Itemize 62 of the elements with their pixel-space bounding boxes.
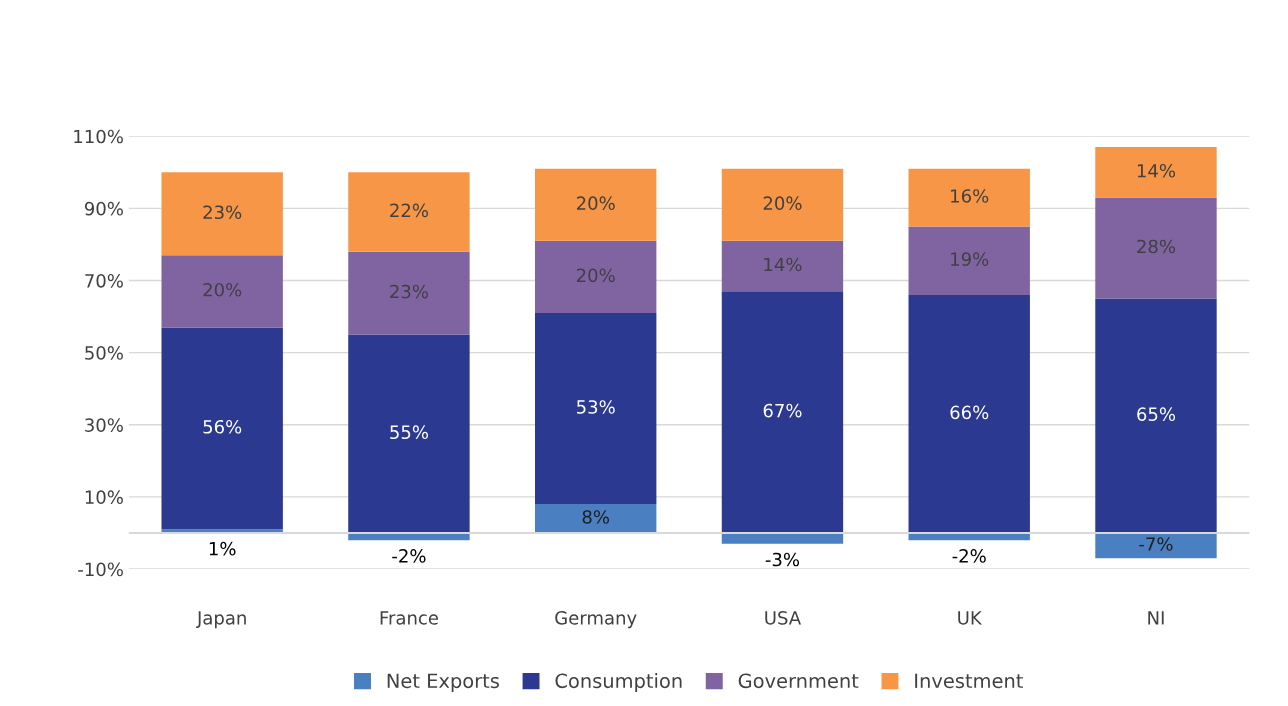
data-label: 20% — [576, 268, 615, 283]
bar — [1095, 147, 1217, 198]
bar — [348, 172, 470, 252]
bar — [535, 504, 657, 533]
y-tick-label: 110% — [74, 129, 123, 144]
data-label: 23% — [390, 284, 429, 299]
y-tick-label: 10% — [85, 490, 123, 505]
bar — [348, 251, 470, 335]
x-tick-label: NI — [1148, 611, 1164, 625]
data-label: 56% — [203, 419, 242, 434]
data-label: 20% — [203, 282, 242, 297]
y-tick-label: 90% — [84, 201, 123, 216]
bar — [535, 240, 657, 313]
legend-label: Consumption — [555, 673, 682, 692]
bar — [721, 240, 844, 292]
data-label: 23% — [203, 205, 242, 220]
bar — [1095, 298, 1217, 533]
x-tick-label: Germany — [555, 611, 637, 629]
data-label: -2% — [952, 549, 986, 563]
bar — [535, 312, 657, 505]
data-label: 8% — [582, 510, 610, 524]
data-label: 20% — [763, 196, 802, 211]
data-label: -2% — [392, 549, 426, 563]
data-label: 53% — [577, 400, 615, 414]
bar — [1095, 197, 1217, 299]
data-label: 14% — [764, 257, 802, 272]
bar — [161, 327, 283, 530]
data-label: 67% — [763, 403, 802, 418]
bar — [908, 294, 1030, 533]
bar — [1095, 532, 1217, 559]
y-tick-label: 70% — [85, 273, 123, 288]
legend-label: Investment — [915, 673, 1023, 689]
bar — [348, 334, 470, 533]
data-label: 55% — [390, 425, 429, 440]
x-tick-label: France — [380, 611, 438, 625]
bar — [721, 532, 844, 544]
data-label: 20% — [576, 196, 615, 211]
x-tick-label: USA — [765, 611, 801, 625]
bar — [721, 168, 844, 241]
data-label: 1% — [209, 541, 236, 556]
data-label: 14% — [1137, 163, 1176, 178]
bar — [535, 168, 657, 241]
data-label: 22% — [390, 203, 429, 218]
y-tick-label: 50% — [85, 346, 123, 360]
data-label: 19% — [951, 252, 989, 266]
y-tick-label: 30% — [85, 418, 123, 432]
data-label: -3% — [765, 552, 800, 567]
bar — [161, 255, 283, 328]
bar — [908, 168, 1030, 227]
legend-label: Government — [738, 673, 859, 689]
legend-label: Net Exports — [387, 673, 499, 692]
data-label: 16% — [951, 189, 989, 203]
y-tick-label: -10% — [78, 562, 123, 577]
bar — [721, 291, 844, 533]
data-label: 28% — [1137, 239, 1176, 254]
data-label: -7% — [1139, 537, 1173, 551]
bar — [908, 226, 1030, 295]
bar — [161, 172, 283, 256]
x-tick-label: UK — [958, 611, 983, 625]
data-label: 66% — [950, 405, 989, 420]
data-label: 65% — [1137, 407, 1176, 421]
x-tick-label: Japan — [196, 611, 246, 629]
